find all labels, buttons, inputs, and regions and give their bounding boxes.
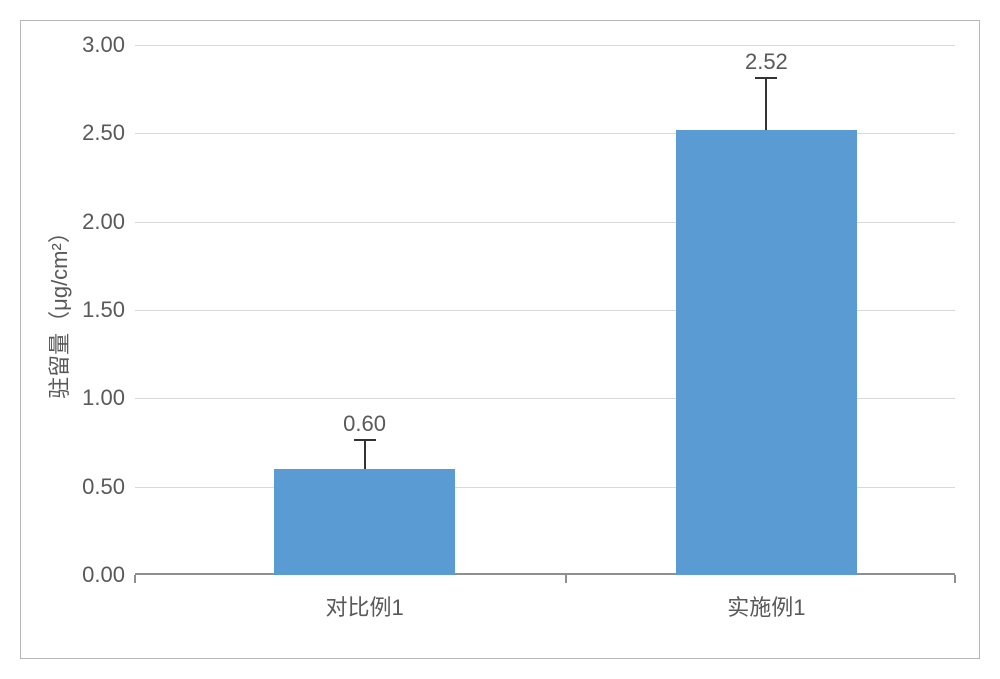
x-category-label: 对比例1 (325, 590, 403, 622)
gridline (135, 45, 955, 46)
bar-value-label: 2.52 (745, 49, 788, 75)
x-tick-mark (134, 575, 136, 583)
bar (676, 130, 856, 575)
error-bar (765, 77, 767, 130)
y-tick-label: 3.00 (82, 32, 125, 58)
x-category-label: 实施例1 (727, 590, 805, 622)
x-tick-mark (954, 575, 956, 583)
bar-chart: 0.00 0.50 1.00 1.50 2.00 2.50 3.00 0.60 对比例1 2.52… (0, 0, 1000, 679)
x-tick-mark (565, 575, 567, 583)
y-tick-label: 0.00 (82, 562, 125, 588)
y-axis-title: 驻留量（μg/cm²） (42, 221, 74, 399)
y-tick-label: 1.00 (82, 385, 125, 411)
bar (274, 469, 454, 575)
y-tick-label: 1.50 (82, 297, 125, 323)
plot-area: 0.000.501.001.502.002.503.000.60对比例12.52… (135, 45, 955, 575)
y-tick-label: 0.50 (82, 474, 125, 500)
bar-value-label: 0.60 (343, 411, 386, 437)
error-bar-cap (354, 439, 376, 441)
error-bar-cap (755, 77, 777, 79)
y-tick-label: 2.50 (82, 120, 125, 146)
y-tick-label: 2.00 (82, 209, 125, 235)
error-bar (364, 439, 366, 469)
